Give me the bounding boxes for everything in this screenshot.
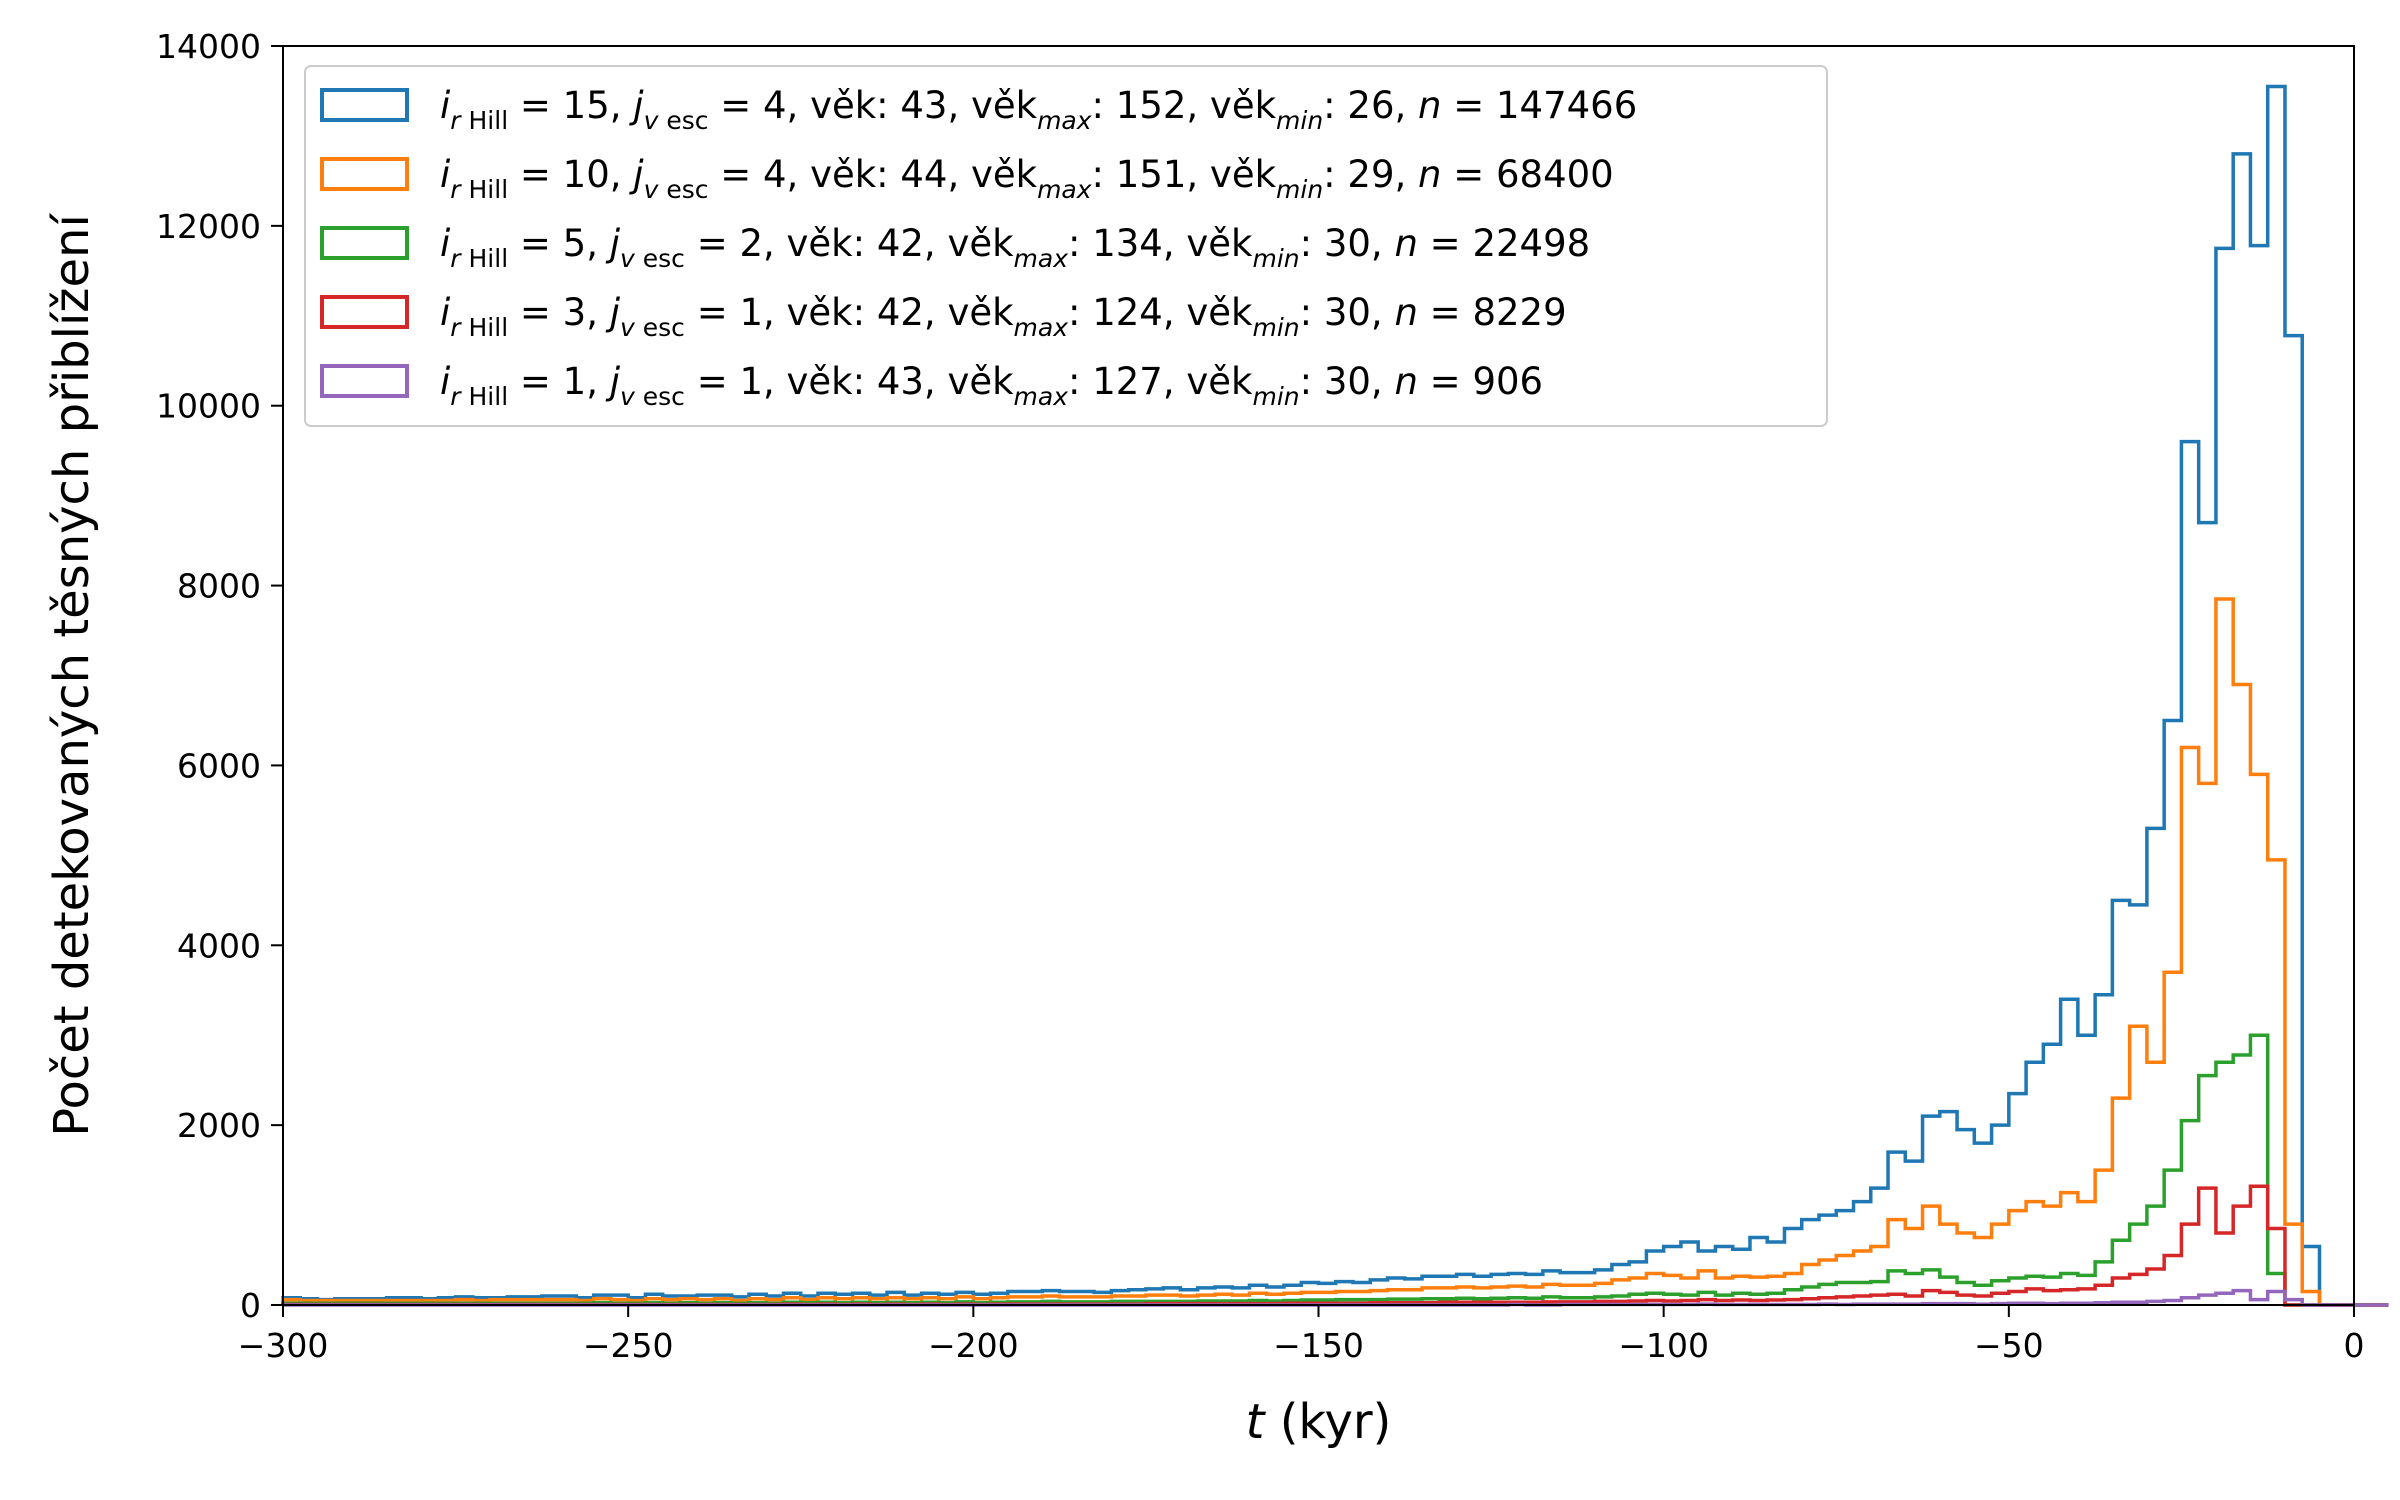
x-axis-variable: t (1246, 1394, 1267, 1450)
x-tick-label: −150 (1273, 1326, 1364, 1365)
x-tick-label: −250 (583, 1326, 674, 1365)
legend-label-3: ir Hill = 5, jv esc = 2, věk: 42, věkmax… (440, 222, 1590, 273)
y-tick-label: 6000 (177, 746, 261, 785)
legend-swatch-5 (320, 364, 409, 398)
y-tick-label: 8000 (177, 567, 261, 606)
legend-label-2: ir Hill = 10, jv esc = 4, věk: 44, věkma… (440, 153, 1614, 204)
x-tick-label: −300 (238, 1326, 329, 1365)
legend-label-4: ir Hill = 3, jv esc = 1, věk: 42, věkmax… (440, 291, 1567, 342)
y-axis-ticks: 0 2000 4000 6000 8000 10000 12000 14000 (156, 27, 283, 1325)
legend-swatch-3 (320, 226, 409, 260)
legend-swatch-2 (320, 157, 409, 191)
y-tick-label: 2000 (177, 1106, 261, 1145)
series-1-step-line (281, 84, 2389, 1307)
x-tick-label: −50 (1974, 1326, 2044, 1365)
legend-label-5: ir Hill = 1, jv esc = 1, věk: 43, věkmax… (440, 360, 1543, 411)
x-axis-ticks: −300 −250 −200 −150 −100 −50 0 (238, 1305, 2365, 1365)
series-4-step-line (281, 1184, 2389, 1307)
y-tick-label: 0 (240, 1286, 261, 1325)
y-tick-label: 14000 (156, 27, 261, 66)
y-tick-label: 12000 (156, 207, 261, 246)
y-axis-label: Počet detekovaných těsných přiblížení (44, 213, 100, 1137)
series-2-step-line (281, 597, 2389, 1307)
x-axis-unit: (kyr) (1264, 1394, 1391, 1450)
legend-box (304, 65, 1828, 427)
legend-swatch-4 (320, 295, 409, 329)
legend-label-1: ir Hill = 15, jv esc = 4, věk: 43, věkma… (440, 84, 1637, 135)
y-tick-label: 4000 (177, 926, 261, 965)
y-tick-label: 10000 (156, 387, 261, 426)
x-axis-label: t (kyr) (1246, 1394, 1392, 1450)
legend: ir Hill = 15, jv esc = 4, věk: 43, věkma… (304, 65, 1828, 427)
x-tick-label: −200 (928, 1326, 1019, 1365)
x-tick-label: −100 (1618, 1326, 1709, 1365)
series-3-step-line (281, 1033, 2389, 1307)
x-tick-label: 0 (2344, 1326, 2365, 1365)
legend-swatch-1 (320, 88, 409, 122)
